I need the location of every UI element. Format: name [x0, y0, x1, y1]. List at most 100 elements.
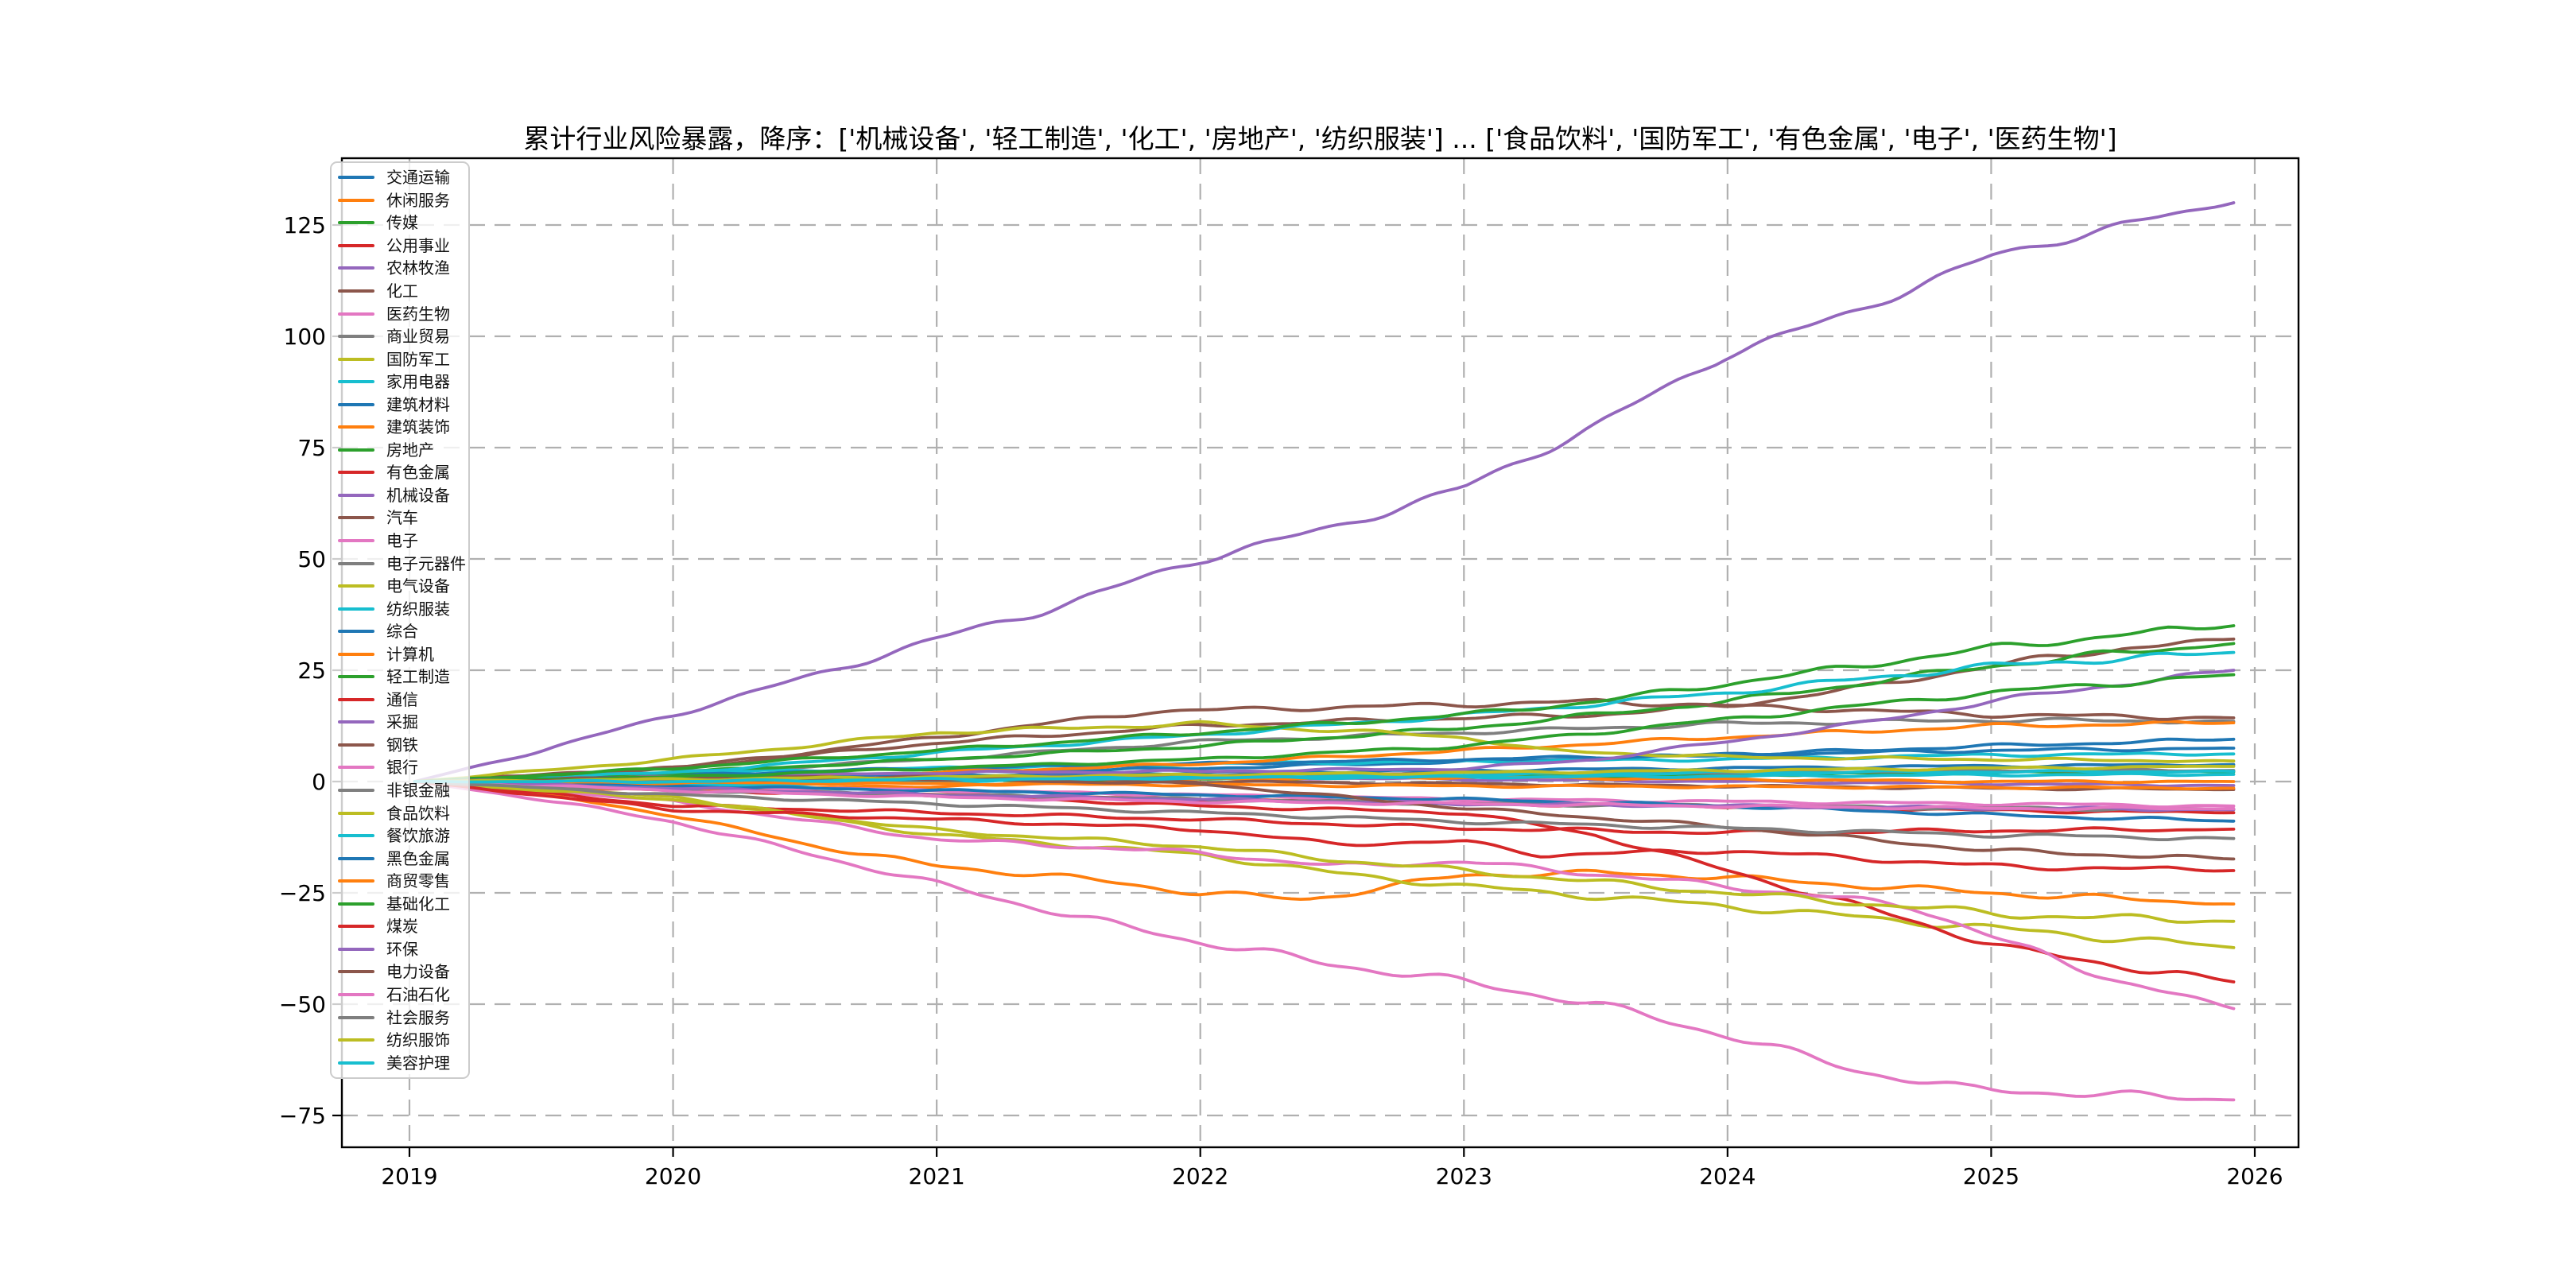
legend-item: 农林牧渔	[338, 257, 468, 279]
legend-item: 银行	[338, 756, 468, 778]
legend-line-sample	[338, 720, 374, 724]
legend-item: 国防军工	[338, 348, 468, 370]
x-tick-label: 2024	[1699, 1163, 1755, 1189]
legend-line-sample	[338, 448, 374, 452]
legend-item: 电气设备	[338, 575, 468, 597]
legend-item: 机械设备	[338, 484, 468, 506]
legend-label: 商贸零售	[386, 871, 450, 891]
legend-item: 交通运输	[338, 166, 468, 188]
series-line	[413, 780, 2236, 1011]
legend-label: 采掘	[386, 712, 418, 732]
y-tick-label: 100	[284, 324, 326, 350]
y-tick-label: −75	[279, 1103, 326, 1129]
legend-label: 食品饮料	[386, 803, 450, 823]
legend-line-sample	[338, 856, 374, 860]
x-tick-label: 2025	[1963, 1163, 2019, 1189]
legend-label: 国防军工	[386, 349, 450, 369]
legend-line-sample	[338, 902, 374, 906]
series-line	[413, 780, 2236, 812]
legend-item: 电力设备	[338, 960, 468, 983]
legend-item: 建筑材料	[338, 394, 468, 416]
x-tick-label: 2026	[2226, 1163, 2283, 1189]
legend-label: 纺织服装	[386, 599, 450, 619]
legend-label: 轻工制造	[386, 667, 450, 687]
legend-line-sample	[338, 516, 374, 520]
legend-line-sample	[338, 402, 374, 406]
legend-item: 汽车	[338, 506, 468, 529]
legend-line-sample	[338, 925, 374, 929]
legend-item: 美容护理	[338, 1052, 468, 1074]
legend-item: 电子	[338, 530, 468, 552]
legend-line-sample	[338, 289, 374, 293]
legend-line-sample	[338, 789, 374, 793]
legend-label: 有色金属	[386, 463, 450, 483]
legend-label: 交通运输	[386, 168, 450, 188]
legend-label: 家用电器	[386, 372, 450, 392]
legend-item: 钢铁	[338, 734, 468, 756]
legend-line-sample	[338, 471, 374, 475]
x-tick-label: 2020	[645, 1163, 701, 1189]
legend-label: 通信	[386, 689, 418, 709]
series-line	[413, 650, 2236, 783]
legend-item: 通信	[338, 689, 468, 711]
series-line	[413, 780, 2236, 906]
legend-label: 电力设备	[386, 962, 450, 982]
legend-label: 美容护理	[386, 1053, 450, 1073]
legend-label: 建筑材料	[386, 394, 450, 414]
legend-label: 环保	[386, 939, 418, 959]
legend-line-sample	[338, 675, 374, 679]
series-line	[413, 768, 2236, 788]
legend-item: 煤炭	[338, 915, 468, 937]
data-lines	[413, 201, 2236, 1102]
legend-label: 餐饮旅游	[386, 826, 450, 846]
legend-item: 化工	[338, 280, 468, 302]
legend-item: 电子元器件	[338, 553, 468, 575]
legend-item: 纺织服饰	[338, 1029, 468, 1051]
legend-label: 建筑装饰	[386, 417, 450, 437]
x-tick-label: 2021	[909, 1163, 965, 1189]
legend-line-sample	[338, 335, 374, 339]
legend-item: 食品饮料	[338, 802, 468, 824]
legend-line-sample	[338, 539, 374, 543]
legend-label: 机械设备	[386, 485, 450, 505]
legend-label: 社会服务	[386, 1007, 450, 1027]
legend-label: 钢铁	[386, 735, 418, 755]
x-tick-label: 2019	[381, 1163, 437, 1189]
legend-label: 电气设备	[386, 576, 450, 596]
gridlines	[342, 158, 2299, 1147]
legend-line-sample	[338, 879, 374, 883]
legend-item: 房地产	[338, 439, 468, 461]
legend-item: 商贸零售	[338, 870, 468, 892]
y-tick-label: 125	[284, 212, 326, 239]
series-line	[413, 780, 2236, 1102]
series-line	[413, 747, 2236, 783]
legend-item: 社会服务	[338, 1007, 468, 1029]
series-line	[413, 780, 2236, 924]
legend-item: 医药生物	[338, 303, 468, 325]
legend-line-sample	[338, 697, 374, 701]
legend-line-sample	[338, 425, 374, 429]
series-line	[413, 673, 2236, 783]
legend-line-sample	[338, 1061, 374, 1065]
legend-line-sample	[338, 493, 374, 497]
legend-item: 采掘	[338, 711, 468, 733]
legend-line-sample	[338, 992, 374, 996]
legend-item: 有色金属	[338, 461, 468, 483]
y-tick-label: 75	[297, 435, 326, 461]
legend-line-sample	[338, 176, 374, 180]
x-tick-label: 2023	[1436, 1163, 1492, 1189]
legend-label: 基础化工	[386, 894, 450, 914]
legend-item: 轻工制造	[338, 665, 468, 688]
legend-line-sample	[338, 266, 374, 270]
legend-line-sample	[338, 607, 374, 611]
y-tick-label: −50	[279, 991, 326, 1018]
legend-item: 休闲服务	[338, 189, 468, 211]
legend-line-sample	[338, 766, 374, 770]
series-line	[413, 624, 2236, 783]
legend-line-sample	[338, 1038, 374, 1042]
legend-label: 休闲服务	[386, 190, 450, 210]
legend-label: 黑色金属	[386, 848, 450, 868]
legend-item: 非银金融	[338, 779, 468, 801]
chart-title: 累计行业风险暴露，降序：['机械设备', '轻工制造', '化工', '房地产'…	[523, 123, 2117, 154]
